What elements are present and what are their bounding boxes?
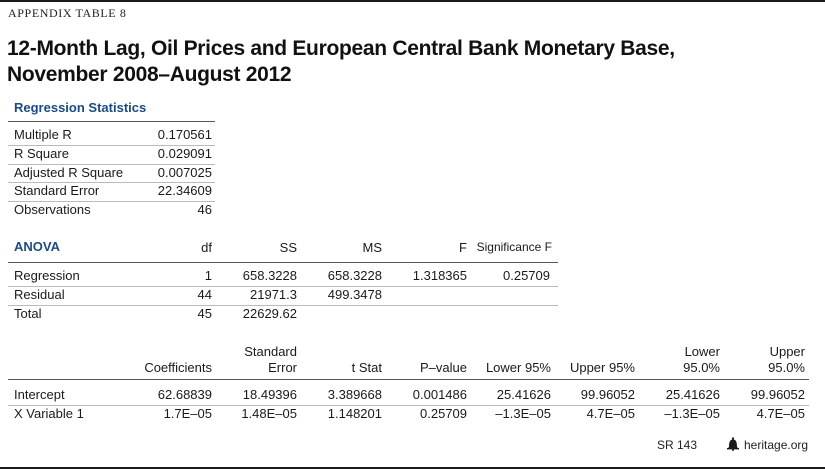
- anova-col-header: SS: [279, 240, 297, 255]
- coef-col-header-line2: 95.0%: [768, 360, 805, 375]
- liberty-bell-icon: [726, 437, 740, 451]
- coef-cell: 4.7E–05: [756, 406, 805, 421]
- row-divider: [8, 286, 558, 287]
- coef-cell: 1.48E–05: [241, 406, 297, 421]
- anova-cell: 1: [204, 268, 212, 283]
- row-divider: [8, 164, 215, 165]
- coef-cell: 25.41626: [665, 387, 720, 402]
- row-divider: [8, 201, 215, 202]
- bottom-rule: [0, 467, 825, 469]
- regression-statistics-rule: [8, 121, 215, 122]
- heritage-site-link[interactable]: heritage.org: [744, 438, 809, 452]
- coef-col-header-line2: t Stat: [351, 360, 382, 375]
- anova-row-label: Residual: [14, 287, 65, 302]
- coef-col-header-line2: P–value: [420, 360, 467, 375]
- stat-value: 22.34609: [157, 183, 212, 198]
- stat-label: Observations: [14, 202, 91, 217]
- coef-cell: 62.68839: [157, 387, 212, 402]
- appendix-label: APPENDIX TABLE 8: [8, 6, 127, 20]
- coef-col-header-line2: Coefficients: [144, 360, 212, 375]
- anova-col-header: MS: [362, 240, 383, 255]
- anova-cell: 0.25709: [503, 268, 550, 283]
- coef-cell: 0.25709: [420, 406, 467, 421]
- anova-row-label: Total: [14, 306, 42, 321]
- coef-col-header-line2: Error: [268, 360, 297, 375]
- stat-label: R Square: [14, 146, 69, 161]
- coef-cell: 18.49396: [242, 387, 297, 402]
- coef-row-label: Intercept: [14, 387, 65, 402]
- anova-col-header: F: [459, 240, 467, 255]
- anova-cell: 1.318365: [412, 268, 467, 283]
- coef-cell: 99.96052: [580, 387, 635, 402]
- coef-row-label: X Variable 1: [14, 406, 84, 421]
- stat-label: Adjusted R Square: [14, 165, 124, 180]
- page-title: 12-Month Lag, Oil Prices and European Ce…: [7, 36, 797, 88]
- anova-cell: 45: [197, 306, 212, 321]
- row-divider: [8, 145, 215, 146]
- row-divider: [8, 182, 215, 183]
- coef-cell: 1.7E–05: [163, 406, 212, 421]
- stat-label: Standard Error: [14, 183, 100, 198]
- stat-value: 0.170561: [157, 127, 212, 142]
- anova-row-label: Regression: [14, 268, 80, 283]
- stat-value: 46: [197, 202, 212, 217]
- coef-col-header-line1: Upper: [769, 344, 805, 359]
- coef-col-header-line2: Upper 95%: [569, 360, 635, 375]
- title-line-2: November 2008–August 2012: [7, 63, 292, 86]
- coef-cell: 1.148201: [327, 406, 382, 421]
- report-code: SR 143: [657, 438, 698, 452]
- anova-col-header: df: [201, 240, 212, 255]
- anova-cell: 658.3228: [327, 268, 382, 283]
- coef-col-header-line1: Lower: [684, 344, 720, 359]
- anova-cell: 658.3228: [242, 268, 297, 283]
- anova-heading: ANOVA: [14, 239, 60, 254]
- anova-cell: 44: [197, 287, 212, 302]
- coefficients-rule: [8, 379, 809, 380]
- coef-cell: –1.3E–05: [495, 406, 551, 421]
- stat-value: 0.007025: [157, 165, 212, 180]
- stat-value: 0.029091: [157, 146, 212, 161]
- anova-rule: [8, 262, 558, 263]
- coef-cell: 25.41626: [496, 387, 551, 402]
- coef-col-header-line2: Lower 95%: [485, 360, 551, 375]
- coef-cell: 4.7E–05: [586, 406, 635, 421]
- coef-cell: 0.001486: [412, 387, 467, 402]
- coef-cell: 99.96052: [750, 387, 805, 402]
- regression-statistics-heading: Regression Statistics: [14, 100, 147, 115]
- title-line-1: 12-Month Lag, Oil Prices and European Ce…: [7, 37, 675, 60]
- coef-col-header-line2: 95.0%: [683, 360, 720, 375]
- row-divider: [8, 305, 558, 306]
- anova-col-header: Significance F: [476, 240, 552, 254]
- top-rule: [0, 0, 825, 2]
- coef-cell: –1.3E–05: [664, 406, 720, 421]
- coef-col-header-line1: Standard: [244, 344, 297, 359]
- anova-cell: 21971.3: [250, 287, 297, 302]
- coef-cell: 3.389668: [327, 387, 382, 402]
- anova-cell: 22629.62: [242, 306, 297, 321]
- row-divider: [8, 405, 809, 406]
- stat-label: Multiple R: [14, 127, 72, 142]
- anova-cell: 499.3478: [327, 287, 382, 302]
